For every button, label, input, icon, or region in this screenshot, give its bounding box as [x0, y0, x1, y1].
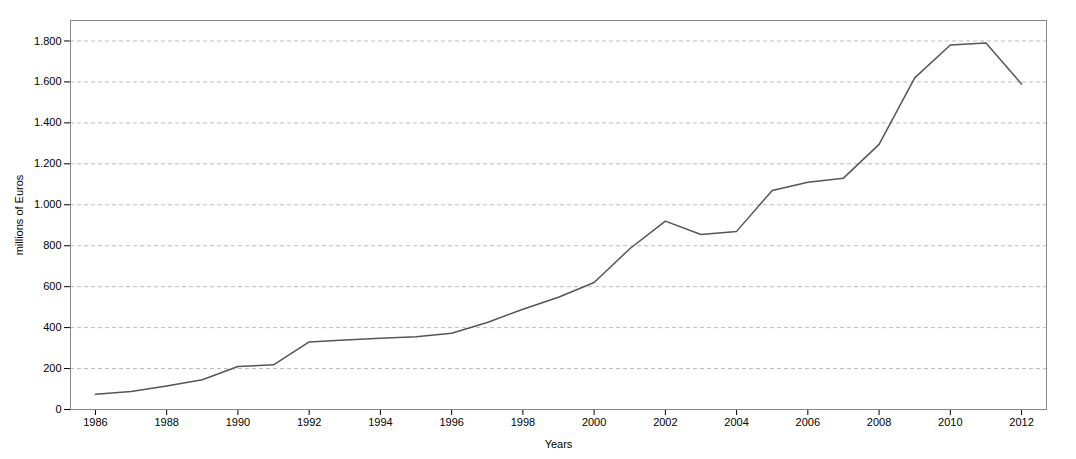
svg-text:2010: 2010	[938, 416, 962, 428]
svg-text:200: 200	[43, 362, 61, 374]
svg-text:2004: 2004	[724, 416, 748, 428]
svg-text:1.600: 1.600	[34, 75, 62, 87]
svg-text:0: 0	[55, 403, 61, 415]
svg-text:1990: 1990	[226, 416, 250, 428]
svg-text:2006: 2006	[796, 416, 820, 428]
svg-text:Years: Years	[545, 438, 573, 450]
svg-text:2000: 2000	[582, 416, 606, 428]
svg-text:400: 400	[43, 321, 61, 333]
svg-text:1996: 1996	[439, 416, 463, 428]
svg-text:1998: 1998	[511, 416, 535, 428]
svg-text:800: 800	[43, 239, 61, 251]
svg-text:1992: 1992	[297, 416, 321, 428]
svg-text:1.400: 1.400	[34, 116, 62, 128]
svg-text:1988: 1988	[154, 416, 178, 428]
svg-text:2002: 2002	[653, 416, 677, 428]
svg-text:600: 600	[43, 280, 61, 292]
svg-text:1994: 1994	[368, 416, 392, 428]
svg-text:2008: 2008	[867, 416, 891, 428]
svg-text:2012: 2012	[1009, 416, 1033, 428]
svg-text:1986: 1986	[83, 416, 107, 428]
svg-text:millions of Euros: millions of Euros	[13, 174, 25, 255]
svg-text:1.800: 1.800	[34, 34, 62, 46]
svg-text:1.000: 1.000	[34, 198, 62, 210]
svg-text:1.200: 1.200	[34, 157, 62, 169]
